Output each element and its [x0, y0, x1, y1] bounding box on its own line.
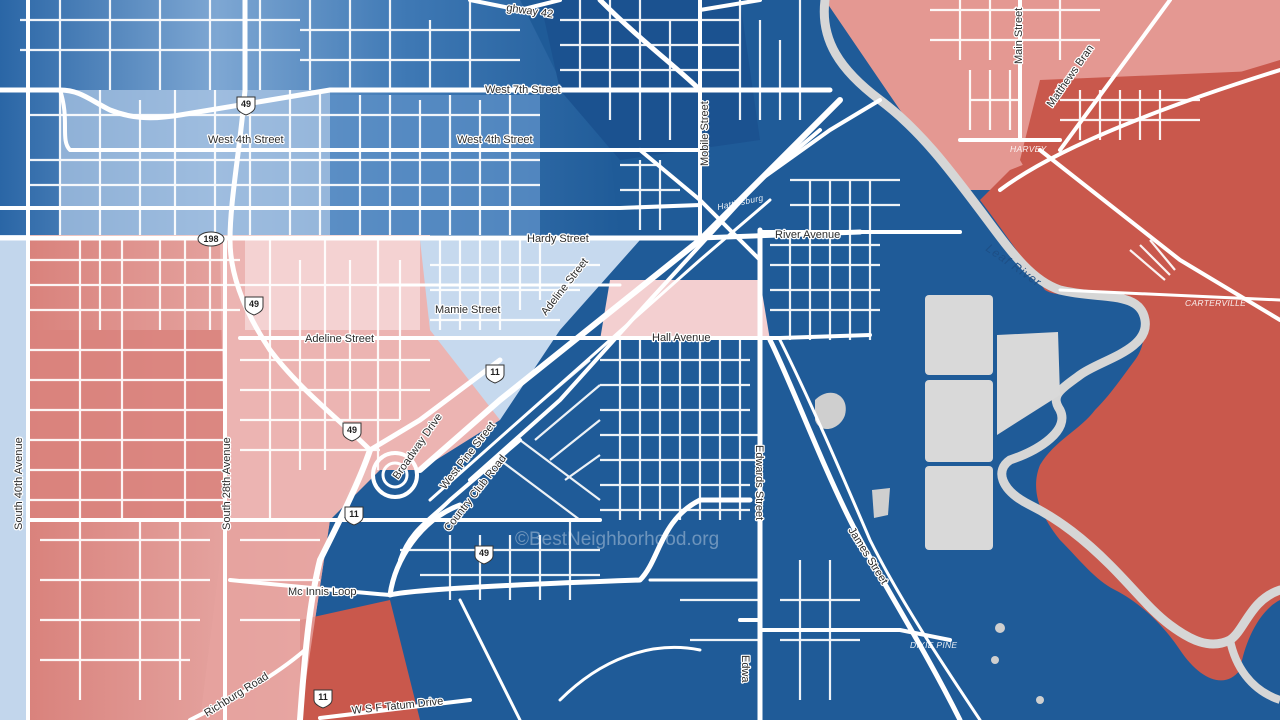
svg-text:11: 11	[318, 692, 328, 702]
svg-text:11: 11	[490, 367, 500, 377]
pond-9	[1036, 696, 1044, 704]
label-adeline-west: Adeline Street	[305, 333, 374, 345]
us11-shield: 11	[485, 364, 505, 384]
region-north-central[interactable]	[330, 95, 540, 235]
region-oak-grove[interactable]	[30, 330, 225, 520]
pond-1	[925, 295, 993, 375]
us49-shield: 49	[342, 422, 362, 442]
label-edwards: Edwards Street	[753, 445, 765, 520]
svg-text:49: 49	[347, 425, 357, 435]
label-harvey: HARVEY	[1010, 144, 1048, 154]
region-carterville[interactable]	[980, 60, 1280, 681]
region-hall[interactable]	[600, 280, 770, 340]
water-features	[815, 0, 1280, 704]
label-dixie-pine: DIXIE PINE	[910, 640, 957, 650]
svg-text:49: 49	[479, 548, 489, 558]
label-hardy: Hardy Street	[527, 233, 589, 245]
svg-text:49: 49	[249, 299, 259, 309]
label-mcinnis: Mc Innis Loop	[288, 586, 356, 598]
label-west-7th: West 7th Street	[485, 84, 561, 96]
pond-2	[925, 380, 993, 462]
pond-5	[815, 392, 846, 430]
ms198-shield: 198	[197, 231, 225, 247]
svg-text:11: 11	[349, 509, 359, 519]
label-west-4th-west: West 4th Street	[208, 134, 284, 146]
region-sw-corner[interactable]	[0, 520, 28, 720]
svg-text:198: 198	[203, 234, 218, 244]
pond-3	[925, 466, 993, 550]
label-south-40th: South 40th Avenue	[13, 437, 25, 530]
label-mamie: Mamie Street	[435, 304, 500, 316]
label-west-4th-east: West 4th Street	[457, 134, 533, 146]
us49-shield: 49	[474, 545, 494, 565]
leaf-river-south	[1226, 639, 1280, 704]
region-west-4th[interactable]	[60, 90, 330, 235]
watermark: ©BestNeighborhood.org	[515, 529, 719, 550]
label-main: Main Street	[1013, 8, 1025, 64]
label-edwards-south: Edwa	[739, 655, 751, 683]
us49-shield: 49	[244, 296, 264, 316]
us11-shield: 11	[313, 689, 333, 709]
pond-8	[991, 656, 999, 664]
pond-4	[997, 332, 1060, 435]
label-hall: Hall Avenue	[652, 332, 711, 344]
pond-7	[995, 623, 1005, 633]
svg-text:49: 49	[241, 99, 251, 109]
label-river-avenue: River Avenue	[775, 229, 840, 241]
pond-6	[872, 488, 890, 518]
label-mobile: Mobile Street	[699, 101, 711, 166]
us49-shield: 49	[236, 96, 256, 116]
us11-shield: 11	[344, 506, 364, 526]
label-south-28th: South 28th Avenue	[221, 437, 233, 530]
road-shields: 49 49 49 49 11 11 11 198	[197, 96, 505, 709]
region-mobile[interactable]	[540, 0, 760, 160]
label-carterville: CARTERVILLE	[1185, 298, 1246, 308]
